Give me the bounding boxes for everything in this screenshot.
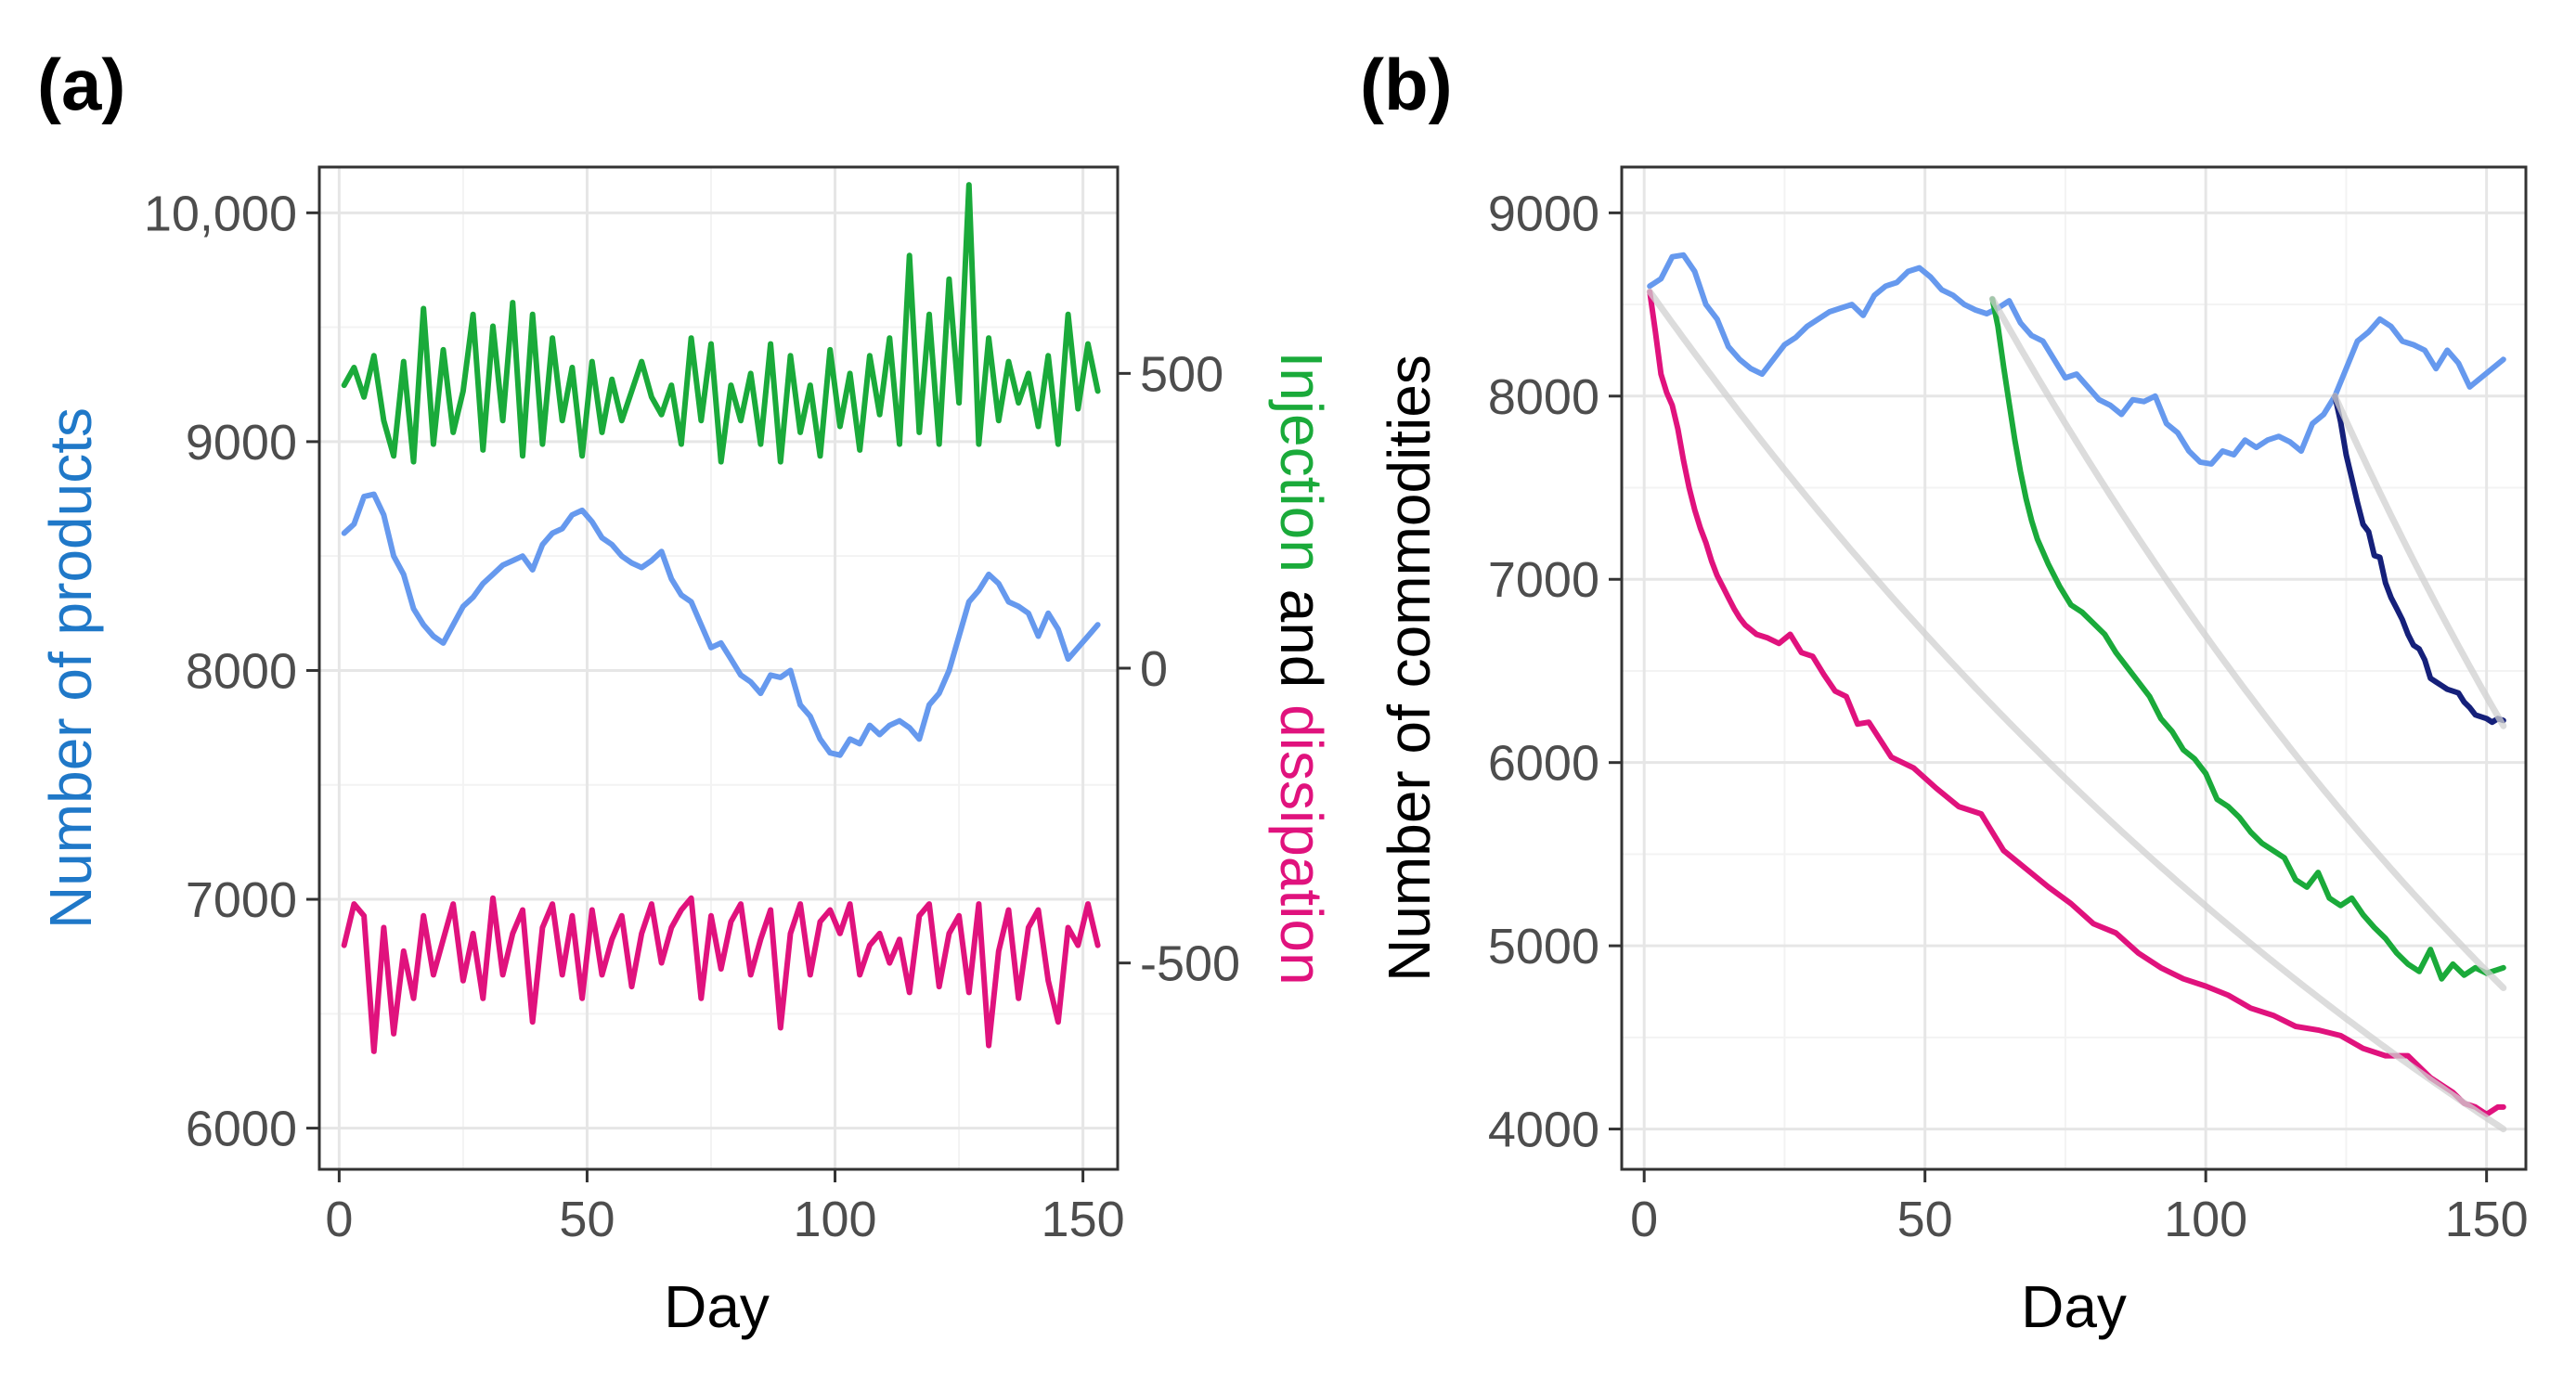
panel-b-x-tick-label: 100 — [2164, 1192, 2247, 1247]
panel-b-frame — [1620, 165, 2528, 1171]
panel-b-y-tick-label: 8000 — [1488, 369, 1599, 425]
panel-b-y-tick-label: 4000 — [1488, 1103, 1599, 1158]
right-axis-title-and: and — [1268, 573, 1335, 704]
panel-a-right-y-tick-label: 500 — [1140, 346, 1223, 402]
panel-b-label: (b) — [1360, 44, 1453, 125]
panel-b-exponential-fit-day-1 — [1646, 288, 2507, 1133]
panel-b-grid — [1622, 167, 2526, 1169]
panel-b-series-cohort-from-day-123 — [2332, 393, 2506, 726]
panel-b-x-axis-title: Day — [2021, 1273, 2127, 1340]
panel-a-y-tick-label: 7000 — [186, 872, 297, 928]
panel-b-series — [1646, 251, 2507, 1133]
right-axis-title-injection: Injection — [1268, 351, 1335, 572]
panel-b-exponential-fit-day-123 — [2331, 393, 2507, 729]
panel-a-grid — [319, 167, 1118, 1169]
panel-a-x-tick-label: 50 — [559, 1192, 615, 1247]
panel-b-x-tick-label: 0 — [1630, 1192, 1658, 1247]
panel-a-frame — [317, 165, 1120, 1171]
panel-b-series-number-of-commodities-all — [1647, 251, 2506, 467]
panel-a: (a) 0 50 100 150600070008000900010,000-5000… — [37, 44, 1335, 1340]
panel-a-series-dissipation — [341, 895, 1101, 1054]
panel-b-y-tick-label: 5000 — [1488, 919, 1599, 974]
panel-a-x-axis-title: Day — [664, 1273, 770, 1340]
panel-a-x-tick-label: 100 — [793, 1192, 876, 1247]
right-axis-title-dissipation: dissipation — [1268, 704, 1335, 985]
panel-b: (b) 0 50 100 150 4000 5000 6000 7000 8000 9000 Da… — [1360, 44, 2529, 1340]
panel-a-x-tick-label: 0 — [325, 1192, 353, 1247]
panel-a-y-tick-label: 9000 — [186, 415, 297, 471]
panel-b-y-tick-label: 7000 — [1488, 552, 1599, 608]
panel-a-y-tick-label: 10,000 — [144, 186, 297, 241]
panel-a-y-axis-title: Number of products — [37, 407, 104, 929]
panel-b-y-axis-title: Number of commodities — [1376, 355, 1443, 982]
panel-a-series-injection — [341, 182, 1101, 465]
panel-b-y-tick-label: 9000 — [1488, 186, 1599, 241]
panel-b-exponential-fit-day-62 — [1988, 295, 2507, 991]
panel-a-y-tick-label: 6000 — [186, 1102, 297, 1157]
panel-a-label: (a) — [37, 44, 125, 125]
panel-a-series — [341, 182, 1101, 1054]
panel-a-right-y-tick-label: -500 — [1140, 936, 1240, 992]
panel-b-ticks: 0 50 100 150 4000 5000 6000 7000 8000 9000 — [1488, 186, 2529, 1247]
panel-b-x-tick-label: 150 — [2445, 1192, 2529, 1247]
panel-a-y-tick-label: 8000 — [186, 643, 297, 699]
panel-b-series-cohort-from-day-62 — [1989, 296, 2506, 982]
panel-a-right-y-tick-label: 0 — [1140, 641, 1168, 697]
panel-b-series-cohort-from-day-1 — [1647, 289, 2506, 1117]
panel-b-y-tick-label: 6000 — [1488, 736, 1599, 792]
panel-a-series-number-of-products — [341, 491, 1101, 758]
panel-a-x-tick-label: 150 — [1042, 1192, 1125, 1247]
panel-a-right-axis-title: Injection and dissipation — [1268, 351, 1335, 985]
panel-b-x-tick-label: 50 — [1897, 1192, 1953, 1247]
panel-a-ticks: 0 50 100 150 6000 7000 8000 9000 10,000 -500 0 500 — [144, 186, 1240, 1247]
